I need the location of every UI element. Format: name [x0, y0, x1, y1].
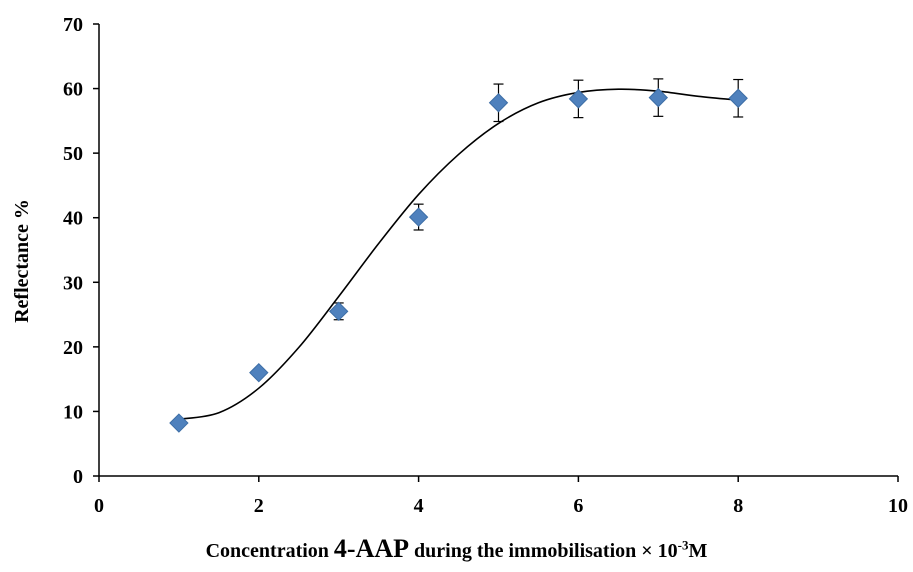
trendline [178, 88, 739, 420]
y-tick-label: 20 [63, 337, 83, 359]
x-axis-label-reagent: 4-AAP [333, 534, 410, 563]
x-axis-label: Concentration 4-AAP during the immobilis… [0, 534, 913, 564]
x-tick-label: 4 [414, 495, 424, 517]
data-point [249, 362, 269, 383]
y-tick-label: 30 [63, 272, 83, 294]
y-axis-label: Reflectance % [11, 199, 33, 323]
data-point [328, 301, 349, 322]
x-tick-label: 8 [733, 495, 743, 517]
data-point [408, 207, 429, 227]
y-tick-label: 10 [63, 401, 83, 423]
x-axis-label-exponent: -3 [677, 537, 689, 553]
data-point [169, 413, 189, 433]
x-tick-label: 10 [888, 495, 908, 517]
x-tick-label: 2 [254, 495, 264, 517]
error-bars [333, 78, 744, 321]
data-point [488, 93, 509, 113]
x-axis-label-middle: during the immobilisation × 10 [409, 540, 678, 562]
x-tick-label: 0 [94, 495, 104, 517]
data-point [728, 88, 748, 108]
y-tick-label: 70 [63, 14, 83, 36]
data-point [568, 89, 589, 109]
x-axis-label-unit: M [688, 540, 708, 562]
x-tick-label: 6 [573, 495, 583, 517]
data-points [169, 87, 748, 433]
y-tick-label: 50 [63, 143, 83, 165]
y-tick-label: 60 [63, 79, 83, 101]
x-axis-label-prefix: Concentration [205, 540, 334, 562]
data-point [648, 87, 669, 108]
y-tick-label: 0 [73, 466, 83, 488]
y-axis-ticks: 0 10 20 30 40 50 60 70 [63, 14, 99, 488]
y-tick-label: 40 [63, 208, 83, 230]
x-axis-ticks: 0 2 4 6 8 10 [94, 476, 908, 517]
